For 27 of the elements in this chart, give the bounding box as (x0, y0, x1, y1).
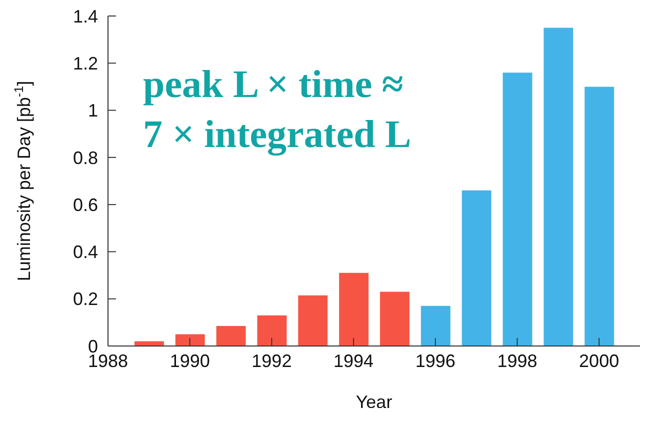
y-tick-label: 1.4 (72, 6, 98, 26)
y-tick-label: 1.2 (72, 54, 98, 74)
bar (339, 272, 369, 346)
bar (420, 306, 450, 346)
bar (380, 292, 410, 346)
y-tick-label: 0.8 (72, 148, 98, 168)
bar (544, 28, 574, 346)
y-tick-label: 0.4 (72, 242, 98, 262)
annotation: peak L × time ≈ (143, 62, 404, 108)
x-tick-label: 1998 (497, 350, 538, 371)
x-tick-label: 1996 (415, 350, 456, 371)
x-tick-label: 2000 (579, 350, 620, 371)
bar (175, 334, 205, 346)
x-tick-label: 1990 (170, 350, 210, 371)
annotation: 7 × integrated L (143, 112, 412, 158)
bar (257, 315, 287, 346)
x-tick-label: 1992 (252, 350, 292, 371)
bar (502, 72, 532, 346)
bar (584, 86, 614, 346)
y-tick-label: 0.6 (72, 194, 98, 215)
bar (462, 190, 492, 346)
bar (298, 295, 328, 346)
y-tick-label: 0.2 (72, 289, 98, 310)
y-tick-label: 1 (88, 100, 98, 121)
x-axis-title: Year (356, 392, 392, 412)
x-tick-label: 1994 (334, 350, 374, 371)
bar (216, 326, 246, 346)
